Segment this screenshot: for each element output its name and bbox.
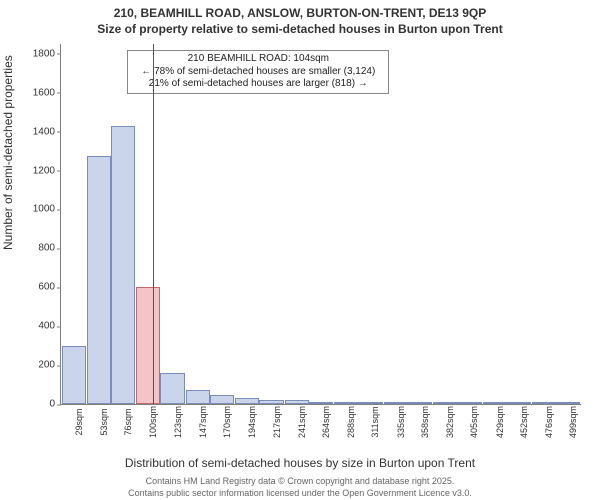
histogram-bar [136,287,160,404]
histogram-bar [62,346,86,404]
x-tick: 476sqm [544,406,554,438]
histogram-bar [408,402,432,404]
x-tick: 147sqm [198,406,208,438]
chart-subtitle: Size of property relative to semi-detach… [0,22,600,36]
x-axis-label: Distribution of semi-detached houses by … [0,456,600,470]
x-tick: 53sqm [99,408,109,435]
reference-vline [153,44,154,404]
x-tick: 217sqm [272,406,282,438]
x-tick: 405sqm [469,406,479,438]
histogram-bar [111,126,135,404]
x-tick: 76sqm [123,408,133,435]
attribution-line-1: Contains HM Land Registry data © Crown c… [0,476,600,486]
chart-container: { "title_main": "210, BEAMHILL ROAD, ANS… [0,0,600,500]
histogram-bar [309,402,333,404]
annotation-line: 210 BEAMHILL ROAD: 104sqm [134,53,382,66]
y-tick: 0 [15,399,61,410]
histogram-bar [483,402,507,404]
x-tick: 452sqm [519,406,529,438]
histogram-bar [210,395,234,404]
histogram-bar [87,156,111,404]
histogram-bar [235,398,259,404]
histogram-bar [358,402,382,404]
histogram-bar [259,400,283,404]
histogram-bar [457,402,481,404]
y-tick: 200 [15,360,61,371]
histogram-bar [334,402,358,404]
x-tick: 382sqm [445,406,455,438]
x-tick: 499sqm [568,406,578,438]
attribution-line-2: Contains public sector information licen… [0,488,600,498]
x-tick: 311sqm [370,406,380,437]
histogram-bar [285,400,309,404]
x-tick: 100sqm [148,406,158,438]
x-tick: 429sqm [495,406,505,438]
annotation-box: 210 BEAMHILL ROAD: 104sqm← 78% of semi-d… [127,50,389,94]
annotation-line: ← 78% of semi-detached houses are smalle… [134,66,382,79]
histogram-bar [507,402,531,404]
plot-area: 210 BEAMHILL ROAD: 104sqm← 78% of semi-d… [60,44,581,405]
histogram-bar [160,373,184,404]
x-tick: 194sqm [247,406,257,438]
x-tick: 29sqm [74,408,84,435]
x-tick: 288sqm [346,406,356,438]
y-tick: 800 [15,243,61,254]
x-tick: 241sqm [297,406,307,438]
histogram-bar [384,402,408,404]
x-tick: 335sqm [396,406,406,438]
histogram-bar [556,402,580,404]
y-tick: 600 [15,282,61,293]
histogram-bar [186,390,210,404]
chart-title: 210, BEAMHILL ROAD, ANSLOW, BURTON-ON-TR… [0,6,600,20]
annotation-line: 21% of semi-detached houses are larger (… [134,78,382,91]
y-tick: 400 [15,321,61,332]
x-tick: 170sqm [222,406,232,438]
y-tick: 1200 [15,165,61,176]
y-axis-label: Number of semi-detached properties [1,55,15,250]
y-tick: 1400 [15,126,61,137]
histogram-bar [433,402,457,404]
x-tick: 264sqm [321,406,331,438]
y-tick: 1600 [15,87,61,98]
histogram-bar [532,402,556,404]
x-tick: 123sqm [173,406,183,438]
y-tick: 1800 [15,48,61,59]
x-tick: 358sqm [420,406,430,438]
y-tick: 1000 [15,204,61,215]
